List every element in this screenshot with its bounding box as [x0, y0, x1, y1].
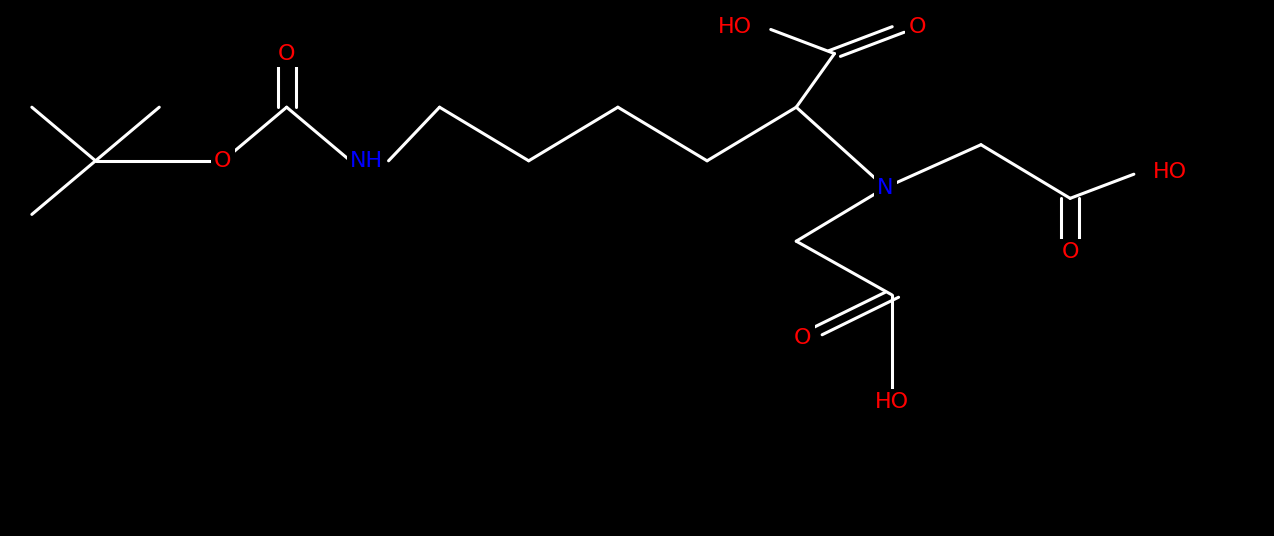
Text: O: O: [214, 151, 232, 171]
Text: HO: HO: [875, 392, 908, 412]
Text: HO: HO: [1153, 161, 1187, 182]
Text: O: O: [278, 43, 296, 64]
Text: O: O: [794, 327, 812, 348]
Text: O: O: [1061, 242, 1079, 262]
Text: HO: HO: [717, 17, 752, 37]
Text: O: O: [908, 17, 926, 37]
Text: NH: NH: [350, 151, 383, 171]
Text: N: N: [878, 177, 893, 198]
